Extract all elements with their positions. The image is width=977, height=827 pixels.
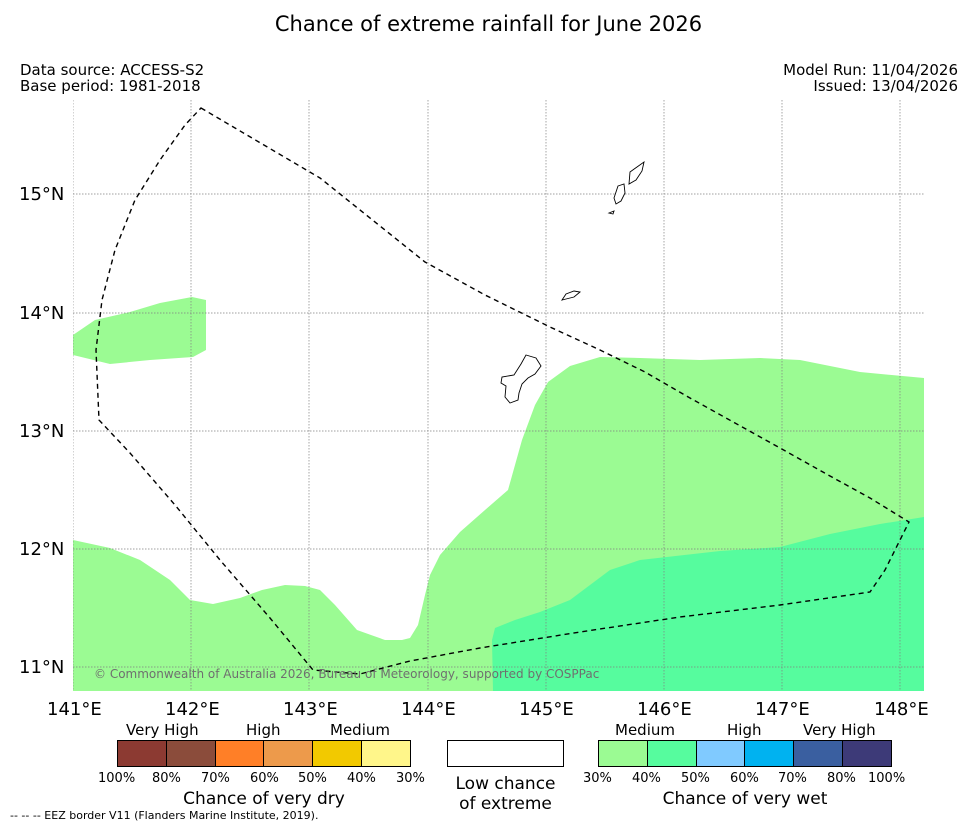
dry-tick-30: 30% <box>396 771 425 786</box>
data-source: Data source: ACCESS-S2 <box>20 61 205 79</box>
island-aguijan <box>607 210 615 215</box>
wet-swatch-40-50 <box>647 741 697 766</box>
wet-tick-80: 80% <box>827 771 856 786</box>
lon-tick-147: 147°E <box>755 699 810 720</box>
dry-swatch-80-100 <box>118 741 167 766</box>
copyright-notice: © Commonwealth of Australia 2026, Bureau… <box>94 667 600 681</box>
dry-swatch-40-50 <box>313 741 363 766</box>
high-wet-region <box>492 517 924 691</box>
island-saipan <box>628 160 645 185</box>
dry-swatch-70-80 <box>166 741 216 766</box>
lat-tick-12: 12°N <box>19 539 65 560</box>
low-chance-line2: of extreme <box>459 794 552 814</box>
low-chance-swatch <box>447 740 564 767</box>
dry-heading-medium: Medium <box>330 721 390 739</box>
lon-tick-142: 142°E <box>165 699 220 720</box>
wet-tick-40: 40% <box>632 771 661 786</box>
lon-tick-144: 144°E <box>401 699 456 720</box>
islands <box>500 160 645 404</box>
low-chance-line1: Low chance <box>455 774 556 794</box>
lon-tick-143: 143°E <box>283 699 338 720</box>
dry-heading-high: High <box>246 721 281 739</box>
lat-tick-15: 15°N <box>19 184 65 205</box>
model-run: Model Run: 11/04/2026 <box>783 61 958 79</box>
wet-colorbar <box>598 740 892 767</box>
dry-colorbar <box>117 740 411 767</box>
wet-tick-60: 60% <box>730 771 759 786</box>
wet-tick-100: 100% <box>868 771 906 786</box>
lon-tick-148: 148°E <box>874 699 929 720</box>
lon-tick-145: 145°E <box>519 699 574 720</box>
wet-swatch-70-80 <box>794 741 844 766</box>
dry-swatch-30-40 <box>362 741 410 766</box>
wet-swatch-60-70 <box>745 741 795 766</box>
dry-tick-70: 70% <box>201 771 230 786</box>
island-guam <box>500 354 542 404</box>
dry-swatch-50-60 <box>264 741 314 766</box>
dry-legend-label: Chance of very dry <box>183 789 345 809</box>
issued-date: Issued: 13/04/2026 <box>813 77 958 95</box>
dry-tick-40: 40% <box>347 771 376 786</box>
wet-heading-medium: Medium <box>615 721 675 739</box>
island-tinian <box>613 183 626 205</box>
dry-heading-very-high: Very High <box>126 721 199 739</box>
island-rota <box>560 290 582 301</box>
lat-tick-14: 14°N <box>19 303 65 324</box>
lon-tick-141: 141°E <box>47 699 102 720</box>
lon-tick-146: 146°E <box>637 699 692 720</box>
wet-tick-50: 50% <box>681 771 710 786</box>
wet-swatch-50-60 <box>696 741 746 766</box>
lat-tick-11: 11°N <box>19 657 65 678</box>
map-title: Chance of extreme rainfall for June 2026 <box>274 12 703 36</box>
wet-heading-high: High <box>727 721 762 739</box>
eez-footnote: -- -- -- EEZ border V11 (Flanders Marine… <box>10 809 319 822</box>
eez-border <box>95 107 910 675</box>
wet-tick-70: 70% <box>778 771 807 786</box>
wet-legend-label: Chance of very wet <box>662 789 828 809</box>
wet-heading-very-high: Very High <box>803 721 876 739</box>
dry-tick-80: 80% <box>152 771 181 786</box>
lat-tick-13: 13°N <box>19 421 65 442</box>
base-period: Base period: 1981-2018 <box>20 77 201 95</box>
wet-swatch-80-100 <box>843 741 891 766</box>
dry-tick-50: 50% <box>298 771 327 786</box>
graticule <box>73 100 924 691</box>
medium-wet-region-west <box>73 297 206 364</box>
wet-tick-30: 30% <box>583 771 612 786</box>
dry-swatch-60-70 <box>215 741 265 766</box>
wet-swatch-30-40 <box>599 741 648 766</box>
dry-tick-100: 100% <box>98 771 136 786</box>
dry-tick-60: 60% <box>250 771 279 786</box>
